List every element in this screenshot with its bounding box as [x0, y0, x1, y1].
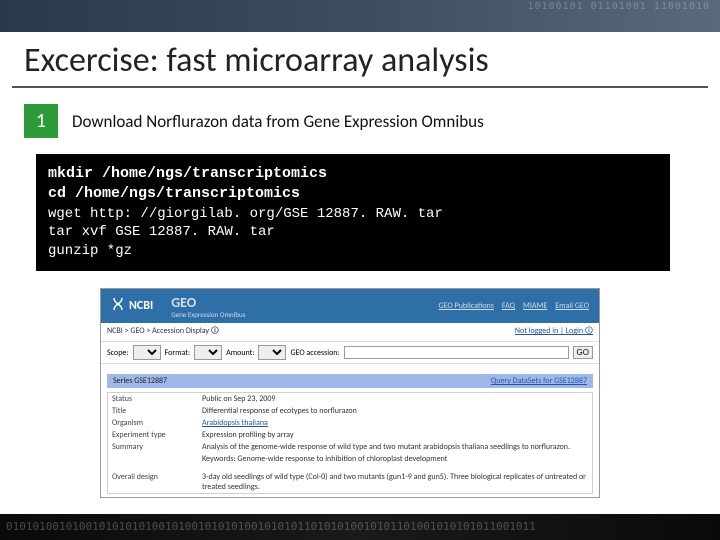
- header-link[interactable]: GEO Publications: [439, 301, 494, 311]
- terminal-block: mkdir /home/ngs/transcriptomics cd /home…: [36, 154, 670, 271]
- slide-header-strip: 10100101 01101001 11001010: [0, 0, 720, 32]
- table-row: Experiment type Expression profiling by …: [108, 429, 592, 441]
- meta-label: Title: [112, 406, 202, 416]
- ncbi-logo[interactable]: NCBI: [111, 297, 153, 315]
- slide-title: Excercise: fast microarray analysis: [24, 40, 489, 81]
- breadcrumb[interactable]: NCBI > GEO > Accession Display 🛈: [107, 325, 219, 339]
- geo-accession-input[interactable]: [344, 346, 569, 359]
- geo-screenshot: NCBI GEO Gene Expression Omnibus GEO Pub…: [100, 288, 600, 498]
- terminal-line: mkdir /home/ngs/transcriptomics: [48, 164, 658, 184]
- meta-value: 3-day old seedlings of wild type (Col-0)…: [202, 472, 588, 492]
- step-number-badge: 1: [24, 104, 58, 138]
- header-link[interactable]: FAQ: [502, 301, 515, 311]
- meta-label: Experiment type: [112, 430, 202, 440]
- meta-value: Expression profiling by array: [202, 430, 588, 440]
- step-row: 1 Download Norflurazon data from Gene Ex…: [24, 104, 696, 138]
- header-link[interactable]: Email GEO: [555, 301, 589, 311]
- ncbi-logo-icon: [111, 297, 125, 315]
- format-select[interactable]: [194, 345, 222, 360]
- geo-logo-text: GEO: [171, 294, 245, 311]
- table-row: Keywords: Genome-wide response to inhibi…: [108, 453, 592, 465]
- meta-value: Differential response of ecotypes to nor…: [202, 406, 588, 416]
- go-button[interactable]: GO: [573, 346, 593, 359]
- terminal-line: tar xvf GSE 12887. RAW. tar: [48, 223, 658, 242]
- geoacc-label: GEO accession:: [290, 348, 339, 358]
- scope-select[interactable]: [133, 345, 161, 360]
- breadcrumb-row: NCBI > GEO > Accession Display 🛈 Not log…: [101, 323, 599, 342]
- header-link[interactable]: MIAME: [523, 301, 547, 311]
- amount-select[interactable]: [258, 345, 286, 360]
- title-underline: [12, 86, 708, 88]
- table-row: Summary Analysis of the genome-wide resp…: [108, 441, 592, 453]
- meta-value: Analysis of the genome-wide response of …: [202, 442, 588, 452]
- login-link[interactable]: Not logged in | Login 🛈: [515, 325, 593, 339]
- metadata-table: Status Public on Sep 23, 2009 Title Diff…: [107, 392, 593, 494]
- meta-label: Overall design: [112, 472, 202, 492]
- meta-value: Keywords: Genome-wide response to inhibi…: [202, 454, 588, 464]
- step-description: Download Norflurazon data from Gene Expr…: [72, 111, 484, 132]
- binary-decoration-top: 10100101 01101001 11001010: [527, 2, 710, 12]
- table-row: Overall design 3-day old seedlings of wi…: [108, 471, 592, 493]
- spacer: [101, 364, 599, 370]
- table-row: Organism Arabidopsis thaliana: [108, 417, 592, 429]
- meta-label: Status: [112, 394, 202, 404]
- meta-label: [112, 454, 202, 464]
- table-row: Status Public on Sep 23, 2009: [108, 393, 592, 405]
- series-bar: Series GSE12887 Query DataSets for GSE12…: [107, 374, 593, 388]
- scope-label: Scope:: [107, 348, 129, 358]
- table-row: Title Differential response of ecotypes …: [108, 405, 592, 417]
- ncbi-logo-text: NCBI: [129, 299, 153, 313]
- query-datasets-link[interactable]: Query DataSets for GSE12887: [491, 376, 587, 386]
- geo-tagline: Gene Expression Omnibus: [171, 311, 245, 319]
- ncbi-header: NCBI GEO Gene Expression Omnibus GEO Pub…: [101, 289, 599, 323]
- terminal-line: gunzip *gz: [48, 242, 658, 261]
- geo-logo-block[interactable]: GEO Gene Expression Omnibus: [171, 294, 245, 319]
- organism-link[interactable]: Arabidopsis thaliana: [202, 418, 588, 428]
- meta-label: Summary: [112, 442, 202, 452]
- ncbi-header-links: GEO Publications FAQ MIAME Email GEO: [439, 301, 589, 311]
- terminal-line: cd /home/ngs/transcriptomics: [48, 184, 658, 204]
- meta-label: Organism: [112, 418, 202, 428]
- amount-label: Amount:: [226, 348, 254, 358]
- meta-value: Public on Sep 23, 2009: [202, 394, 588, 404]
- slide-footer-strip: 0101010010100101010101001010010101010010…: [0, 514, 720, 540]
- series-id: Series GSE12887: [113, 376, 167, 386]
- terminal-line: wget http: //giorgilab. org/GSE 12887. R…: [48, 205, 658, 224]
- format-label: Format:: [165, 348, 191, 358]
- query-toolbar: Scope: Format: Amount: GEO accession: GO: [101, 342, 599, 364]
